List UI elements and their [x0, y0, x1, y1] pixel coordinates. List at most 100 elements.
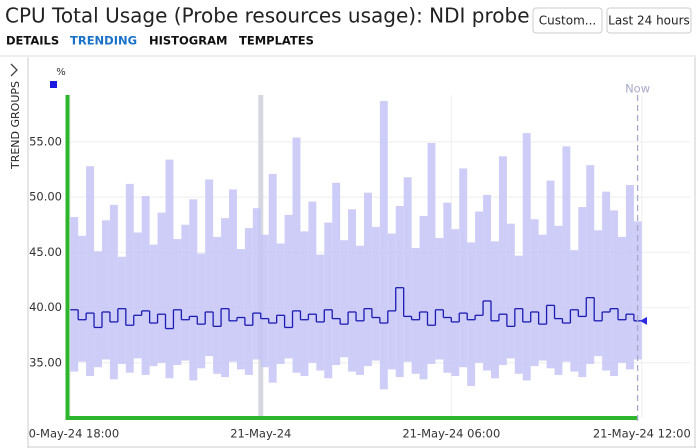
- range-bar: [125, 183, 134, 373]
- button[interactable]: [532, 7, 603, 34]
- range-bar: [451, 229, 460, 377]
- range-bar: [625, 184, 634, 370]
- range-bar: [371, 226, 380, 361]
- range-bar: [101, 220, 110, 360]
- range-bar: [94, 251, 102, 368]
- range-bar: [467, 242, 476, 386]
- range-bar: [498, 156, 507, 365]
- range-bar: [221, 218, 230, 378]
- y-unit: %: [56, 67, 66, 78]
- chart: Now 35.00 40.00 45.00 50.00 55.00 20-May-24 18…: [21, 67, 691, 441]
- range-bar: [181, 224, 190, 361]
- range-bar: [403, 177, 412, 362]
- range-bar: [522, 133, 531, 381]
- y-tick-label: 45.00: [29, 245, 62, 259]
- range-bar: [260, 234, 269, 368]
- button-label[interactable]: Last 24 hours: [608, 14, 690, 28]
- range-bar: [570, 250, 579, 372]
- range-bar: [244, 228, 253, 375]
- range-bar: [379, 101, 388, 390]
- x-tick-label: 21-May-24 12:00: [593, 427, 691, 441]
- range-bar: [236, 249, 245, 370]
- range-bar: [427, 143, 436, 364]
- range-bar: [117, 256, 126, 364]
- range-bar: [586, 165, 595, 364]
- tab[interactable]: DETAILS: [6, 34, 59, 48]
- range-bar: [546, 180, 555, 369]
- range-bar: [205, 179, 214, 357]
- range-bar: [157, 212, 166, 363]
- tab[interactable]: TRENDING: [70, 34, 137, 48]
- range-bar: [395, 205, 404, 378]
- y-tick-label: 35.00: [29, 355, 62, 369]
- tab[interactable]: TEMPLATES: [239, 34, 314, 48]
- range-bar: [538, 234, 547, 361]
- range-bar: [348, 209, 357, 372]
- range-bar: [109, 204, 118, 380]
- range-bar: [530, 219, 539, 367]
- range-bar: [308, 201, 317, 363]
- range-bar: [610, 210, 619, 377]
- range-bar: [189, 199, 198, 381]
- y-tick-label: 55.00: [29, 134, 62, 148]
- range-bar: [562, 146, 571, 362]
- range-bar: [618, 236, 626, 363]
- range-bar: [490, 241, 499, 379]
- y-tick-label: 50.00: [29, 190, 62, 204]
- range-bar: [363, 192, 372, 367]
- range-bar: [459, 168, 468, 368]
- x-tick-label: 20-May-24 18:00: [21, 427, 119, 441]
- current-value-marker: [640, 316, 647, 325]
- range-bar: [554, 225, 563, 375]
- range-bar: [316, 254, 325, 371]
- range-bar: [133, 232, 142, 359]
- range-bar: [197, 253, 206, 369]
- range-bar: [292, 137, 301, 373]
- range-bar: [506, 223, 515, 359]
- page-title: CPU Total Usage (Probe resources usage):…: [5, 4, 530, 28]
- x-tick-label: 21-May-24: [230, 427, 291, 441]
- range-bar: [276, 243, 285, 364]
- legend-marker: [50, 81, 57, 88]
- range-bar: [86, 166, 95, 377]
- range-bar: [483, 194, 491, 371]
- range-bar: [149, 244, 158, 367]
- range-bar: [514, 255, 523, 374]
- range-bar: [443, 202, 452, 373]
- range-bar: [165, 159, 174, 379]
- range-bar: [594, 230, 603, 357]
- range-bar: [173, 239, 182, 365]
- range-bar: [141, 196, 150, 375]
- range-bar: [70, 217, 79, 372]
- now-label: Now: [625, 82, 650, 96]
- range-bar: [602, 191, 611, 371]
- range-bar: [387, 233, 396, 370]
- y-tick-label: 40.00: [29, 300, 62, 314]
- range-bar: [419, 215, 428, 380]
- button-label[interactable]: Custom...: [539, 14, 596, 28]
- sidebar: [0, 57, 28, 448]
- range-bar: [284, 214, 293, 359]
- range-bar: [435, 238, 444, 360]
- range-bar: [268, 173, 277, 383]
- range-bar: [340, 240, 349, 358]
- range-bar: [475, 211, 484, 363]
- tab[interactable]: HISTOGRAM: [149, 34, 227, 48]
- range-bar: [578, 207, 587, 378]
- range-bar: [78, 235, 87, 362]
- range-bar: [229, 189, 237, 362]
- range-bar: [300, 231, 309, 377]
- range-bar: [332, 182, 341, 365]
- button[interactable]: [606, 7, 692, 34]
- expand-icon[interactable]: [10, 63, 18, 77]
- x-tick-label: 21-May-24 06:00: [402, 427, 500, 441]
- sidebar-label[interactable]: TREND GROUPS: [9, 81, 22, 170]
- range-bar: [252, 208, 261, 360]
- range-bar: [411, 247, 420, 374]
- range-bar: [356, 245, 364, 375]
- range-bar: [213, 236, 222, 374]
- tab-bar: DETAILS TRENDING HISTOGRAM TEMPLATES: [6, 34, 314, 48]
- range-bar: [324, 222, 333, 379]
